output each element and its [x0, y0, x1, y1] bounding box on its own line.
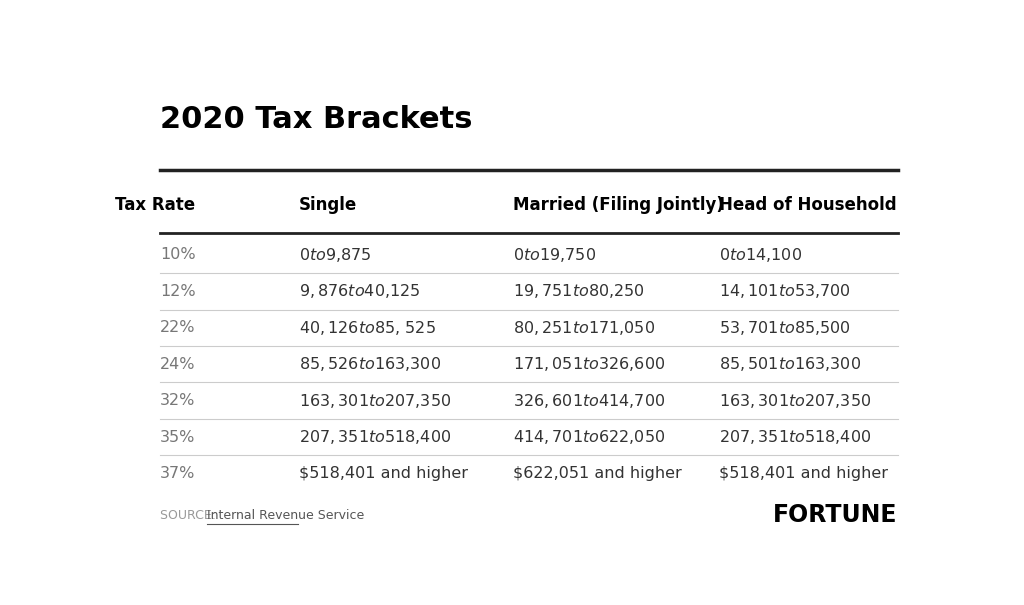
Text: $207,351 to $518,400: $207,351 to $518,400: [719, 428, 871, 446]
Text: $0 to $9,875: $0 to $9,875: [299, 246, 372, 264]
Text: $0 to $19,750: $0 to $19,750: [513, 246, 596, 264]
Text: SOURCE:: SOURCE:: [160, 509, 220, 522]
Text: Head of Household: Head of Household: [719, 197, 897, 214]
Text: $326,601 to $414,700: $326,601 to $414,700: [513, 391, 666, 410]
Text: $207,351 to $518,400: $207,351 to $518,400: [299, 428, 451, 446]
Text: $53,701 to $85,500: $53,701 to $85,500: [719, 319, 851, 337]
Text: 2020 Tax Brackets: 2020 Tax Brackets: [160, 105, 472, 134]
Text: $14,101 to $53,700: $14,101 to $53,700: [719, 283, 851, 300]
Text: $40,126 to $85, 525: $40,126 to $85, 525: [299, 319, 435, 337]
Text: $85,501 to $163,300: $85,501 to $163,300: [719, 355, 861, 373]
Text: 35%: 35%: [160, 430, 196, 445]
Text: 22%: 22%: [160, 320, 196, 335]
Text: FORTUNE: FORTUNE: [773, 503, 898, 527]
Text: Internal Revenue Service: Internal Revenue Service: [207, 509, 364, 522]
Text: $622,051 and higher: $622,051 and higher: [513, 466, 682, 481]
Text: Single: Single: [299, 197, 357, 214]
Text: $171,051 to $326,600: $171,051 to $326,600: [513, 355, 666, 373]
Text: Tax Rate: Tax Rate: [116, 197, 196, 214]
Text: $0 to $14,100: $0 to $14,100: [719, 246, 802, 264]
Text: 10%: 10%: [160, 247, 196, 263]
Text: $518,401 and higher: $518,401 and higher: [299, 466, 468, 481]
Text: 12%: 12%: [160, 284, 196, 299]
Text: $518,401 and higher: $518,401 and higher: [719, 466, 888, 481]
Text: $163,301 to $207,350: $163,301 to $207,350: [719, 391, 871, 410]
Text: Married (Filing Jointly): Married (Filing Jointly): [513, 197, 724, 214]
Text: 37%: 37%: [160, 466, 196, 481]
Text: $80,251 to $171,050: $80,251 to $171,050: [513, 319, 655, 337]
Text: $19,751 to $80,250: $19,751 to $80,250: [513, 283, 645, 300]
Text: $163,301 to $207,350: $163,301 to $207,350: [299, 391, 451, 410]
Text: $414,701 to $622,050: $414,701 to $622,050: [513, 428, 666, 446]
Text: 32%: 32%: [160, 393, 196, 408]
Text: $85,526 to $163,300: $85,526 to $163,300: [299, 355, 440, 373]
Text: 24%: 24%: [160, 357, 196, 371]
Text: $9,876 to $40,125: $9,876 to $40,125: [299, 283, 420, 300]
